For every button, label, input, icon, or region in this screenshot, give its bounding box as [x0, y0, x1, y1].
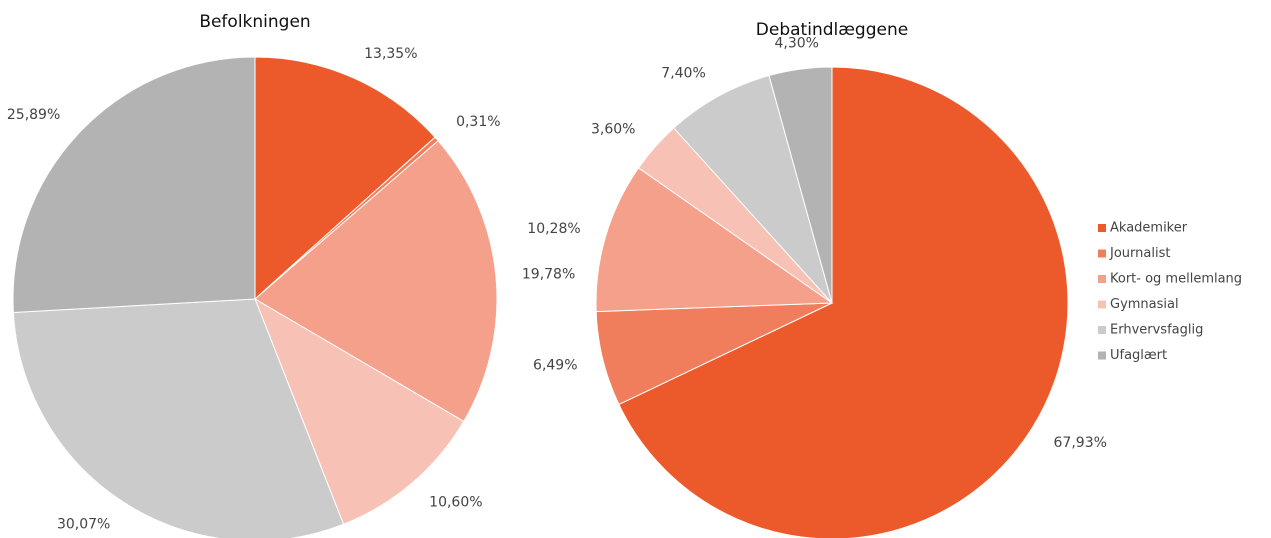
legend-swatch	[1098, 351, 1106, 360]
chart-title: Befolkningen	[199, 12, 310, 32]
legend-swatch	[1098, 300, 1106, 309]
pie-slice	[595, 167, 834, 313]
legend-swatch	[1098, 249, 1106, 258]
data-label: 10,28%	[527, 221, 580, 237]
legend-label: Akademiker	[1110, 221, 1188, 236]
legend-label: Ufaglært	[1110, 348, 1167, 363]
legend-swatch	[1098, 275, 1106, 283]
pie-slice	[254, 297, 465, 525]
pie-slice	[768, 66, 833, 304]
data-label: 6,49%	[533, 357, 577, 373]
data-label: 13,35%	[364, 46, 417, 62]
legend-swatch	[1098, 224, 1106, 232]
legend-label: Journalist	[1109, 246, 1170, 261]
chart-title: Debatindlæggene	[756, 20, 908, 40]
data-label: 0,31%	[456, 114, 500, 130]
pie-slice	[254, 140, 498, 423]
data-label: 4,30%	[774, 35, 818, 51]
data-label: 19,78%	[522, 267, 575, 283]
data-label: 10,60%	[429, 495, 482, 511]
data-label: 67,93%	[1054, 435, 1107, 451]
pie-slice	[673, 74, 833, 304]
legend-label: Erhvervsfaglig	[1110, 323, 1203, 338]
legend-swatch	[1098, 326, 1106, 334]
legend-label: Gymnasial	[1110, 297, 1179, 312]
data-label: 7,40%	[661, 65, 705, 81]
data-label: 30,07%	[57, 517, 110, 533]
pie-slice	[12, 298, 345, 538]
pie-slice	[12, 56, 256, 314]
data-label: 3,60%	[591, 122, 635, 138]
pie-slice	[618, 66, 1069, 538]
pie-slice	[254, 56, 436, 301]
legend-label: Kort- og mellemlang	[1110, 272, 1242, 287]
data-label: 25,89%	[7, 107, 60, 123]
